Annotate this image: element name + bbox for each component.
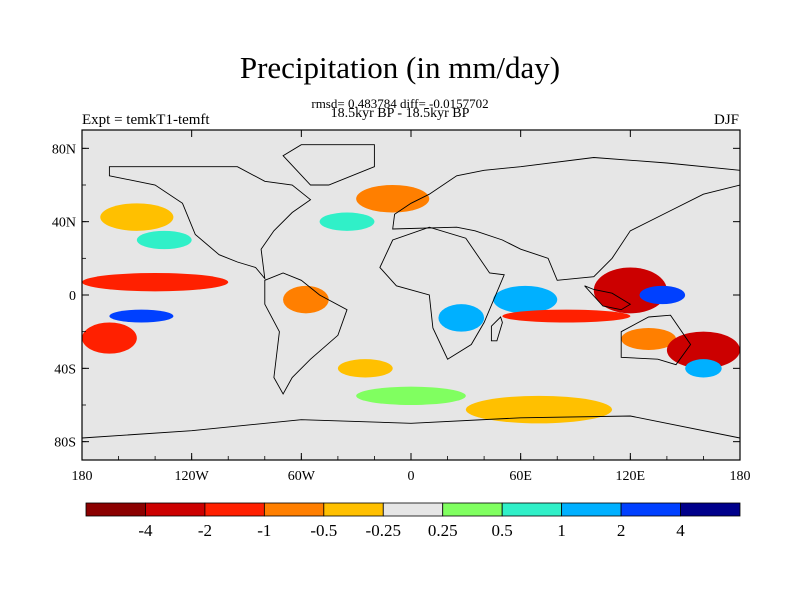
x-tick-label: 120E [616, 469, 646, 484]
colorbar-level-label: 0.25 [428, 521, 458, 540]
anomaly-region-north-pacific-wet [136, 230, 192, 250]
coastline-6 [282, 144, 375, 186]
axis-ticks: 180 120W 60W 0 60E 120E 180 80N 40N 0 40S 80S [52, 130, 751, 484]
anomaly-region-amazon-dry [283, 285, 329, 314]
chart-title: Precipitation (in mm/day) [239, 50, 561, 85]
colorbar-swatch [204, 502, 265, 517]
colorbar-swatch [561, 502, 622, 517]
coastline-3 [392, 157, 740, 281]
colorbar-level-label: 1 [557, 521, 566, 540]
season-label: DJF [713, 112, 739, 128]
anomaly-region-southeast-pacific-wet [685, 359, 722, 378]
colorbar-swatch [501, 502, 563, 517]
anomaly-region-west-pacific-wet [639, 285, 686, 305]
colorbar-level-label: -4 [138, 521, 153, 540]
anomaly-region-south-atlantic-dry [337, 359, 393, 378]
coastline-2 [379, 226, 505, 360]
anomaly-region-north-atlantic-dry [356, 185, 430, 213]
coastline-8 [490, 316, 503, 342]
anomaly-region-north-pacific-dry [100, 203, 174, 231]
colorbar-level-label: -1 [257, 521, 271, 540]
x-tick-label: 120W [175, 469, 210, 484]
experiment-label: Expt = temkT1-temft [82, 112, 210, 128]
x-tick-label: 60E [509, 469, 532, 484]
colorbar-swatch [442, 502, 503, 517]
colorbar-level-label: 4 [676, 521, 685, 540]
colorbar-swatch [620, 502, 681, 517]
y-tick-label: 0 [69, 289, 76, 304]
colorbar-swatch [145, 502, 206, 517]
coastlines [82, 144, 740, 439]
x-tick-label: 60W [288, 469, 316, 484]
coastline-7 [584, 285, 632, 311]
coastline-4 [620, 314, 692, 366]
colorbar-swatch [85, 502, 146, 517]
coastline-0 [108, 166, 312, 280]
y-tick-label: 40S [54, 362, 76, 377]
anomaly-region-south-pacific-convergence-dry [82, 322, 137, 354]
anomaly-regions [82, 185, 740, 424]
coastline-1 [264, 272, 348, 395]
colorbar-level-label: -2 [198, 521, 212, 540]
anomaly-region-southern-ocean-wet [356, 386, 466, 406]
colorbar-swatch [263, 502, 325, 517]
anomaly-region-southeast-pacific-dry [666, 331, 740, 369]
anomaly-region-africa-wet [438, 304, 485, 332]
y-tick-label: 80N [52, 142, 76, 157]
colorbar-level-label: 0.5 [492, 521, 513, 540]
colorbar-swatch [382, 502, 444, 517]
chart-period-subtitle: 18.5kyr BP - 18.5kyr BP [330, 106, 470, 121]
x-tick-label: 180 [72, 469, 93, 484]
chart-stats-subtitle: rmsd= 0.483784 diff= -0.0157702 [311, 96, 489, 111]
colorbar-swatch [680, 502, 741, 517]
anomaly-region-east-pacific-equatorial-dry [82, 273, 229, 292]
anomaly-region-australia-dry [621, 328, 677, 350]
coastline-5 [82, 415, 740, 439]
x-tick-label: 180 [730, 469, 751, 484]
colorbar: -4 -2 -1 -0.5 -0.25 0.25 0.5 1 2 4 [85, 502, 741, 540]
anomaly-region-south-indian-dry [502, 309, 631, 323]
colorbar-level-label: 2 [617, 521, 626, 540]
colorbar-swatch [323, 502, 384, 517]
y-tick-label: 40N [52, 216, 76, 231]
y-tick-label: 80S [54, 436, 76, 451]
x-tick-label: 0 [408, 469, 415, 484]
anomaly-region-indian-ocean-wet [493, 285, 558, 314]
anomaly-region-north-atlantic-wet [319, 212, 375, 231]
colorbar-level-label: -0.5 [310, 521, 337, 540]
colorbar-level-label: -0.25 [366, 521, 401, 540]
anomaly-region-south-pacific-wet [109, 309, 174, 323]
